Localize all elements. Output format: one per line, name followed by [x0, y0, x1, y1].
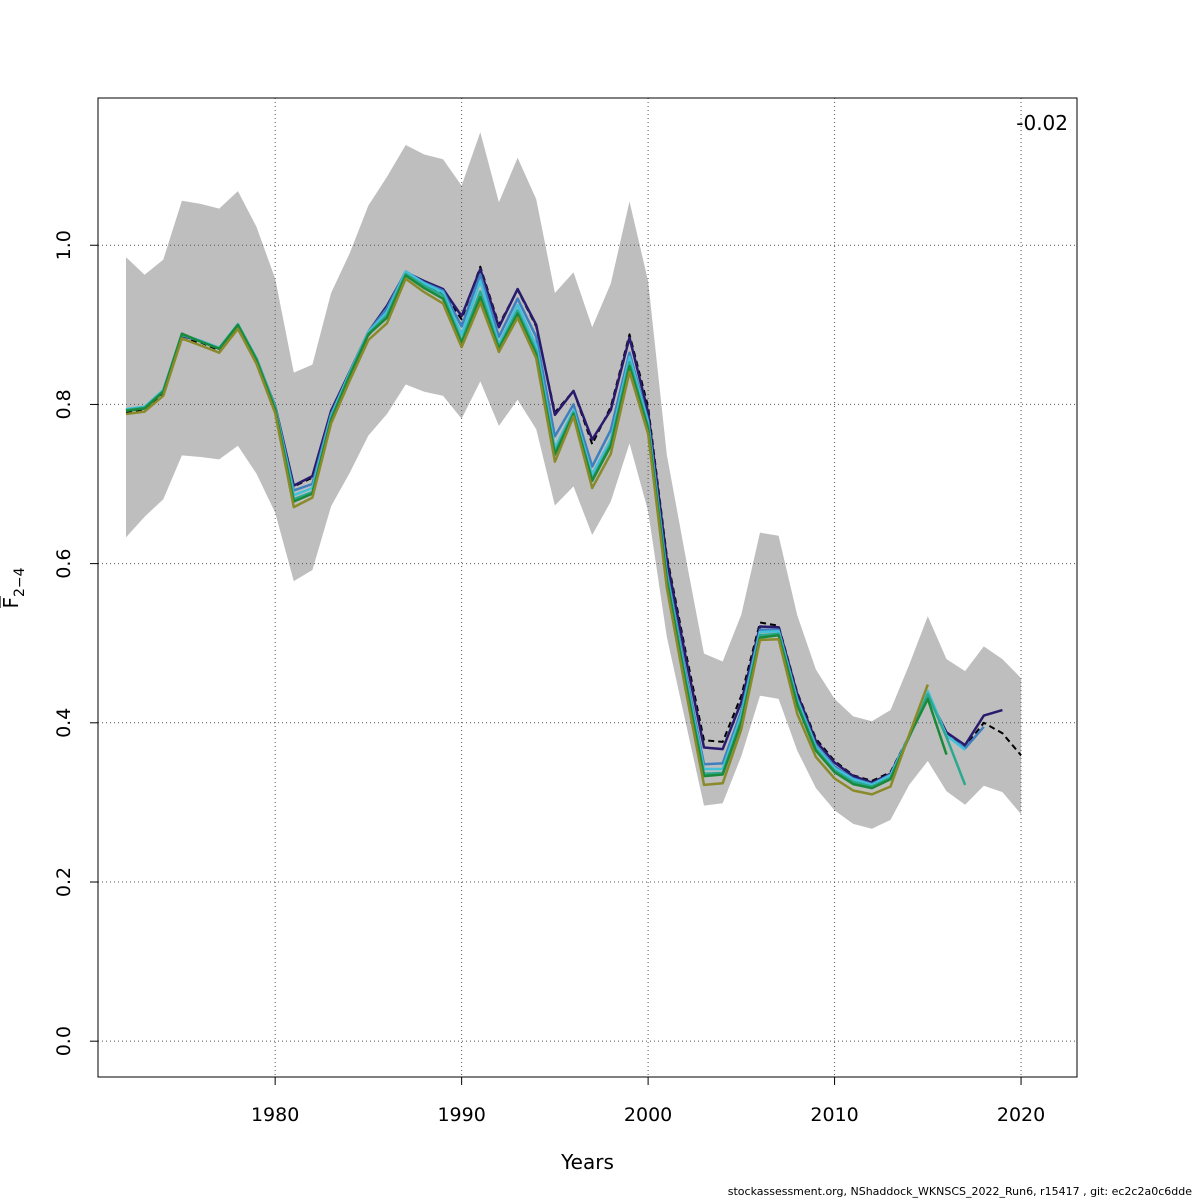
series-line-7 — [125, 277, 929, 796]
y-tick-label: 0.6 — [53, 549, 75, 579]
series-line-6 — [125, 274, 948, 790]
plot-frame — [97, 97, 1078, 1078]
y-axis: 0.0 0.2 0.4 0.6 0.8 1.0 — [53, 230, 98, 1056]
x-tick-label: 2010 — [810, 1104, 858, 1126]
series-lines — [125, 265, 1022, 796]
x-tick-label: 2020 — [997, 1104, 1045, 1126]
x-tick-label: 1980 — [251, 1104, 299, 1126]
y-tick-label: 0.4 — [53, 708, 75, 738]
rho-annotation: -0.02 — [1016, 111, 1068, 135]
x-tick-label: 1990 — [437, 1104, 485, 1126]
footer-credit: stockassessment.org, NShaddock_WKNSCS_20… — [727, 1185, 1192, 1198]
y-tick-label: 0.8 — [53, 389, 75, 419]
y-tick-label: 1.0 — [53, 230, 75, 260]
y-tick-label: 0.0 — [53, 1026, 75, 1056]
x-axis: 1980 1990 2000 2010 2020 — [251, 1077, 1045, 1126]
y-tick-label: 0.2 — [53, 867, 75, 897]
x-axis-title: Years — [560, 1150, 614, 1174]
y-axis-title-subscript: 2−4 — [12, 567, 28, 597]
x-tick-label: 2000 — [624, 1104, 672, 1126]
y-axis-title: F2−4 — [0, 567, 28, 608]
ci-band — [126, 132, 1022, 829]
y-axis-title-main: F — [0, 597, 23, 609]
confidence-band — [126, 132, 1022, 829]
